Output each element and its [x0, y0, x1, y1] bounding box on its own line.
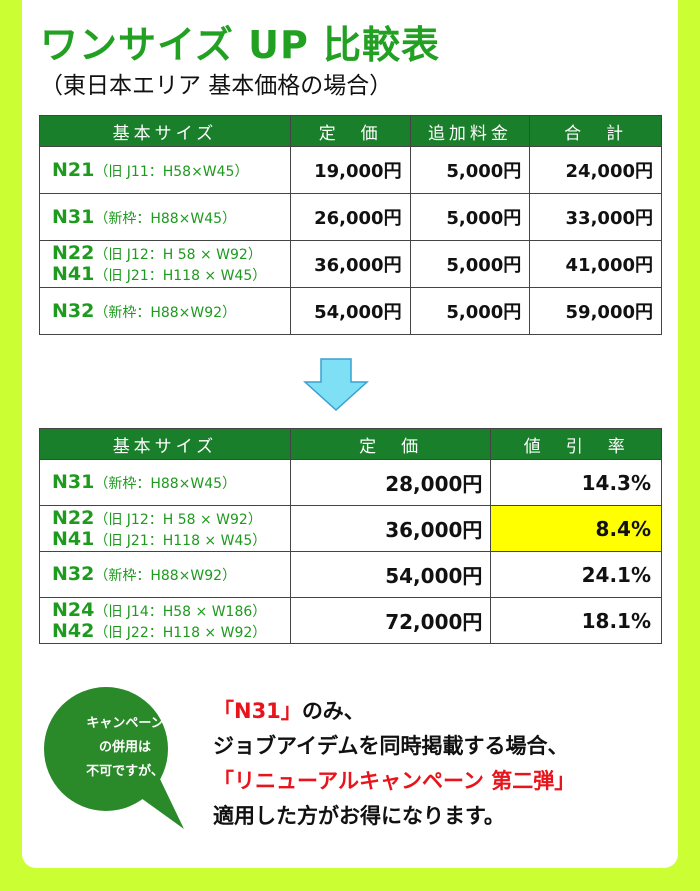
size-cell: N31（新枠：H88×W45）	[39, 193, 291, 241]
total-cell: 59,000円	[529, 287, 662, 335]
additional-fee-cell: 5,000円	[409, 287, 531, 335]
total-cell: 41,000円	[529, 240, 662, 288]
page-title: ワンサイズ UP 比較表	[40, 23, 441, 67]
size-note: （旧 J14：H58 × W186）	[94, 603, 267, 620]
header-total: 合 計	[529, 115, 662, 147]
price-cell: 36,000円	[289, 240, 411, 288]
table-row: N22（旧 J12：H 58 × W92） N41（旧 J21：H118 × W…	[39, 505, 662, 552]
bubble-line: の併用は	[98, 740, 151, 755]
size-note: （旧 J12：H 58 × W92）	[94, 511, 262, 528]
size-note: （新枠：H88×W45）	[94, 476, 237, 493]
additional-fee-cell: 5,000円	[409, 146, 531, 194]
message-highlight: 「リニューアルキャンペーン 第二弾」	[213, 769, 576, 793]
size-code: N31	[52, 471, 95, 494]
size-cell: N32（新枠：H88×W92）	[39, 287, 291, 335]
size-cell: N31（新枠：H88×W45）	[39, 459, 291, 506]
campaign-message: 「N31」のみ、 ジョブアイデムを同時掲載する場合、 「リニューアルキャンペーン…	[213, 694, 575, 834]
table-row: N24（旧 J14：H58 × W186） N42（旧 J22：H118 × W…	[39, 597, 662, 644]
table-row: N32（新枠：H88×W92） 54,000円 24.1%	[39, 551, 662, 598]
price-table-after: 基本サイズ 定 価 値 引 率 N31（新枠：H88×W45） 28,000円 …	[39, 428, 662, 644]
size-cell: N22（旧 J12：H 58 × W92） N41（旧 J21：H118 × W…	[39, 505, 291, 552]
discount-rate-cell-highlighted: 8.4%	[490, 505, 662, 552]
size-note: （旧 J12：H 58 × W92）	[94, 247, 262, 264]
size-code: N21	[52, 158, 95, 181]
size-code: N41	[52, 263, 95, 285]
message-highlight: 「N31」	[213, 699, 302, 723]
discount-rate-cell: 18.1%	[490, 597, 662, 644]
table-row: N32（新枠：H88×W92） 54,000円 5,000円 59,000円	[39, 287, 662, 335]
table-row: N31（新枠：H88×W45） 28,000円 14.3%	[39, 459, 662, 506]
content-panel: ワンサイズ UP 比較表 （東日本エリア 基本価格の場合） 基本サイズ 定 価 …	[22, 0, 678, 868]
size-cell: N21（旧 J11：H58×W45）	[39, 146, 291, 194]
header-base-size: 基本サイズ	[39, 428, 291, 460]
size-cell: N22（旧 J12：H 58 × W92） N41（旧 J21：H118 × W…	[39, 240, 291, 288]
price-cell: 54,000円	[289, 551, 492, 598]
size-note: （旧 J11：H58×W45）	[94, 163, 249, 180]
size-code: N32	[52, 299, 95, 322]
header-additional-fee: 追加料金	[409, 115, 531, 147]
table-row: N31（新枠：H88×W45） 26,000円 5,000円 33,000円	[39, 193, 662, 241]
size-note: （旧 J21：H118 × W45）	[94, 268, 267, 284]
message-text: のみ、	[301, 699, 365, 723]
price-cell: 36,000円	[289, 505, 492, 552]
table-header-row: 基本サイズ 定 価 追加料金 合 計	[39, 115, 662, 147]
price-cell: 54,000円	[289, 287, 411, 335]
size-code: N41	[52, 527, 95, 550]
table-row: N22（旧 J12：H 58 × W92） N41（旧 J21：H118 × W…	[39, 240, 662, 288]
discount-rate-cell: 14.3%	[490, 459, 662, 506]
total-cell: 24,000円	[529, 146, 662, 194]
size-note: （旧 J22：H118 × W92）	[94, 624, 267, 641]
bubble-line: 不可ですが、	[86, 764, 164, 779]
message-text: ジョブアイデムを同時掲載する場合、	[213, 734, 569, 758]
bubble-text: キャンペーン の併用は 不可ですが、	[66, 712, 184, 784]
arrow-down-icon	[303, 358, 369, 412]
price-cell: 72,000円	[289, 597, 492, 644]
size-cell: N32（新枠：H88×W92）	[39, 551, 291, 598]
size-note: （旧 J21：H118 × W45）	[94, 532, 267, 549]
size-code: N22	[52, 242, 95, 265]
header-discount-rate: 値 引 率	[490, 428, 662, 460]
header-list-price: 定 価	[289, 428, 492, 460]
table-row: N21（旧 J11：H58×W45） 19,000円 5,000円 24,000…	[39, 146, 662, 194]
size-cell: N24（旧 J14：H58 × W186） N42（旧 J22：H118 × W…	[39, 597, 291, 644]
header-base-size: 基本サイズ	[39, 115, 291, 147]
size-note: （新枠：H88×W45）	[94, 210, 237, 227]
total-cell: 33,000円	[529, 193, 662, 241]
size-code: N31	[52, 205, 95, 228]
price-table-before: 基本サイズ 定 価 追加料金 合 計 N21（旧 J11：H58×W45） 19…	[39, 115, 662, 335]
price-cell: 26,000円	[289, 193, 411, 241]
additional-fee-cell: 5,000円	[409, 240, 531, 288]
speech-bubble-icon	[44, 687, 184, 829]
page-subtitle: （東日本エリア 基本価格の場合）	[40, 73, 393, 99]
size-code: N24	[52, 598, 95, 621]
bubble-line: キャンペーン	[86, 716, 164, 731]
size-code: N32	[52, 563, 95, 586]
size-note: （新枠：H88×W92）	[94, 304, 237, 321]
price-cell: 28,000円	[289, 459, 492, 506]
header-list-price: 定 価	[289, 115, 411, 147]
size-code: N42	[52, 619, 95, 642]
size-code: N22	[52, 506, 95, 529]
additional-fee-cell: 5,000円	[409, 193, 531, 241]
message-text: 適用した方がお得になります。	[213, 804, 505, 828]
discount-rate-cell: 24.1%	[490, 551, 662, 598]
price-cell: 19,000円	[289, 146, 411, 194]
size-note: （新枠：H88×W92）	[94, 568, 237, 585]
table-header-row: 基本サイズ 定 価 値 引 率	[39, 428, 662, 460]
